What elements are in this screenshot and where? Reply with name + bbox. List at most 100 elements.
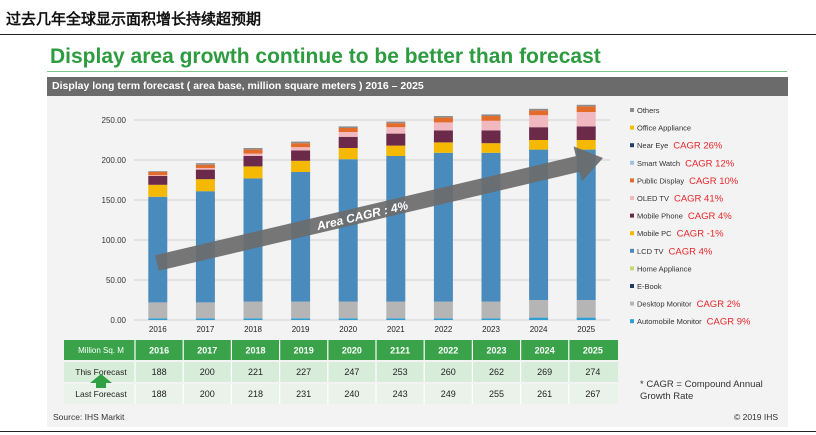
x-tick-label: 2017 bbox=[197, 325, 215, 334]
legend-swatch bbox=[630, 196, 634, 200]
bar-segment bbox=[148, 184, 168, 197]
bar-segment bbox=[529, 115, 549, 128]
legend-swatch bbox=[630, 301, 634, 306]
x-tick-label: 2022 bbox=[435, 325, 453, 334]
bar-segment bbox=[243, 166, 263, 179]
legend-swatch bbox=[630, 319, 634, 324]
bar-segment bbox=[576, 300, 596, 318]
bar-segment bbox=[529, 140, 549, 150]
bar-segment bbox=[148, 171, 168, 172]
bar-segment bbox=[481, 116, 501, 121]
bar-segment bbox=[291, 160, 311, 172]
legend-cagr: CAGR 9% bbox=[707, 317, 751, 328]
bar-segment bbox=[148, 176, 168, 185]
x-tick-label: 2018 bbox=[244, 325, 262, 334]
chart-banner: Display long term forecast ( area base, … bbox=[47, 77, 788, 96]
bar-segment bbox=[529, 300, 549, 318]
bar-segment bbox=[386, 127, 406, 134]
bar-segment bbox=[338, 126, 358, 128]
bar-segment bbox=[243, 318, 263, 320]
bar-segment bbox=[338, 159, 358, 302]
bar-segment bbox=[291, 301, 311, 319]
legend-label: LCD TV bbox=[637, 247, 664, 256]
legend-label: Smart Watch bbox=[637, 159, 680, 168]
y-tick-label: 200.00 bbox=[102, 156, 127, 165]
bar-segment bbox=[338, 136, 358, 148]
bar-segment bbox=[576, 140, 596, 150]
x-tick-label: 2021 bbox=[387, 325, 405, 334]
bar-segment bbox=[576, 317, 596, 320]
table-header-cell: 2022 bbox=[438, 346, 458, 356]
table-cell: 262 bbox=[489, 367, 504, 377]
bar-segment bbox=[148, 175, 168, 176]
bar-segment bbox=[338, 318, 358, 320]
bar-segment bbox=[529, 149, 549, 300]
table-cell: 240 bbox=[344, 389, 359, 399]
legend-cagr: CAGR 4% bbox=[669, 246, 713, 257]
table-row-label: Last Forecast bbox=[75, 389, 127, 399]
table-header-bg bbox=[64, 340, 618, 360]
bar-segment bbox=[195, 179, 215, 192]
bar-segment bbox=[386, 123, 406, 128]
table-row-bg bbox=[64, 384, 618, 404]
table-row-bg bbox=[64, 362, 618, 382]
legend-swatch bbox=[630, 108, 634, 112]
legend-label: OLED TV bbox=[637, 194, 669, 203]
legend-label: Automobile Monitor bbox=[637, 317, 702, 326]
y-tick-label: 100.00 bbox=[102, 236, 127, 245]
table-cell: 255 bbox=[489, 389, 504, 399]
table-header-cell: 2023 bbox=[486, 346, 506, 356]
table-header-cell: 2018 bbox=[245, 346, 265, 356]
bar-segment bbox=[195, 169, 215, 180]
bar-segment bbox=[529, 110, 549, 116]
bar-segment bbox=[386, 301, 406, 319]
x-tick-label: 2019 bbox=[292, 325, 310, 334]
legend-swatch bbox=[630, 125, 634, 130]
legend-swatch bbox=[630, 231, 634, 236]
slide-headline: Display area growth continue to be bette… bbox=[50, 45, 601, 68]
legend-cagr: CAGR 41% bbox=[674, 194, 724, 205]
bar-segment bbox=[386, 121, 406, 124]
bar-segment bbox=[576, 112, 596, 127]
legend-label: Office Appliance bbox=[637, 124, 691, 133]
table-row-label: This Forecast bbox=[75, 367, 127, 377]
bar-segment bbox=[481, 318, 501, 320]
table-cell: 188 bbox=[152, 367, 167, 377]
table-cell: 274 bbox=[585, 367, 600, 377]
x-tick-label: 2023 bbox=[482, 325, 500, 334]
bar-segment bbox=[576, 106, 596, 112]
bar-segment bbox=[243, 149, 263, 154]
table-header-label: Million Sq. M bbox=[78, 346, 124, 355]
legend-cagr: CAGR 4% bbox=[688, 211, 732, 222]
bar-segment bbox=[481, 120, 501, 131]
bar-segment bbox=[433, 142, 453, 153]
legend-label: Others bbox=[637, 106, 660, 115]
bar-segment bbox=[338, 128, 358, 132]
table-header-cell: 2024 bbox=[535, 346, 555, 356]
y-tick-label: 250.00 bbox=[102, 116, 127, 125]
legend-cagr: CAGR 26% bbox=[673, 141, 723, 152]
table-cell: 188 bbox=[152, 389, 167, 399]
bar-segment bbox=[433, 122, 453, 131]
bar-segment bbox=[195, 318, 215, 320]
table-header-cell: 2121 bbox=[390, 346, 410, 356]
table-header-cell: 2025 bbox=[583, 346, 603, 356]
bar-segment bbox=[386, 145, 406, 156]
bar-segment bbox=[433, 152, 453, 302]
y-tick-label: 150.00 bbox=[102, 196, 127, 205]
bottom-divider bbox=[0, 431, 816, 432]
bar-segment bbox=[529, 127, 549, 140]
source-note: Source: IHS Markit bbox=[53, 412, 125, 422]
table-header-cell: 2019 bbox=[294, 346, 314, 356]
table-cell: 267 bbox=[585, 389, 600, 399]
headline-underline bbox=[47, 71, 787, 72]
y-tick-label: 0.00 bbox=[110, 316, 126, 325]
legend-cagr: CAGR 2% bbox=[697, 299, 741, 310]
bar-segment bbox=[481, 301, 501, 319]
chart-panel: 0.00 50.00 100.00 150.00 200.00 250.00 2016 201… bbox=[47, 96, 788, 427]
legend-label: Desktop Monitor bbox=[637, 300, 692, 309]
table-cell: 247 bbox=[344, 367, 359, 377]
table-cell: 261 bbox=[537, 389, 552, 399]
bar-segment bbox=[195, 164, 215, 168]
table-header-cell: 2020 bbox=[342, 346, 362, 356]
